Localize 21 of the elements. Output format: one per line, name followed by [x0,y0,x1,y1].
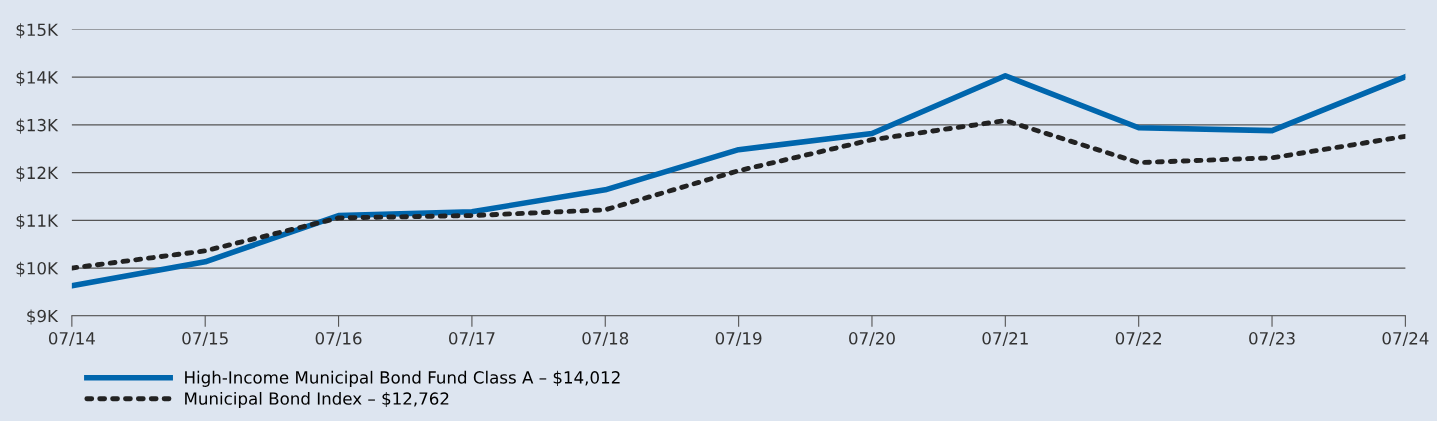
x-tick-label: 07/18 [582,332,629,346]
x-tick-label: 07/16 [315,332,362,346]
legend-label: High-Income Municipal Bond Fund Class A – $14,012 [185,370,620,387]
x-tick-label: 07/19 [715,332,762,346]
y-tick-label: $13K [16,118,59,134]
line-series [71,118,1406,271]
x-tick-label: 07/22 [1115,332,1162,346]
x-tick-label: 07/14 [48,332,95,346]
y-tick-label: $11K [16,213,59,230]
x-tick-label: 07/17 [448,332,495,346]
legend-label: Municipal Bond Index – $12,762 [185,391,449,409]
x-tick-label: 07/15 [182,332,228,346]
x-tick-label: 07/23 [1249,332,1295,346]
y-tick-label: $9K [27,309,59,325]
y-tick-label: $10K [16,261,59,277]
y-tick-label: $12K [16,166,59,182]
x-tick-label: 07/21 [982,332,1028,346]
x-tick-label: 07/24 [1382,332,1429,346]
y-tick-label: $15K [16,23,59,39]
x-tick-label: 07/20 [849,332,895,346]
y-tick-label: $14K [16,70,59,86]
